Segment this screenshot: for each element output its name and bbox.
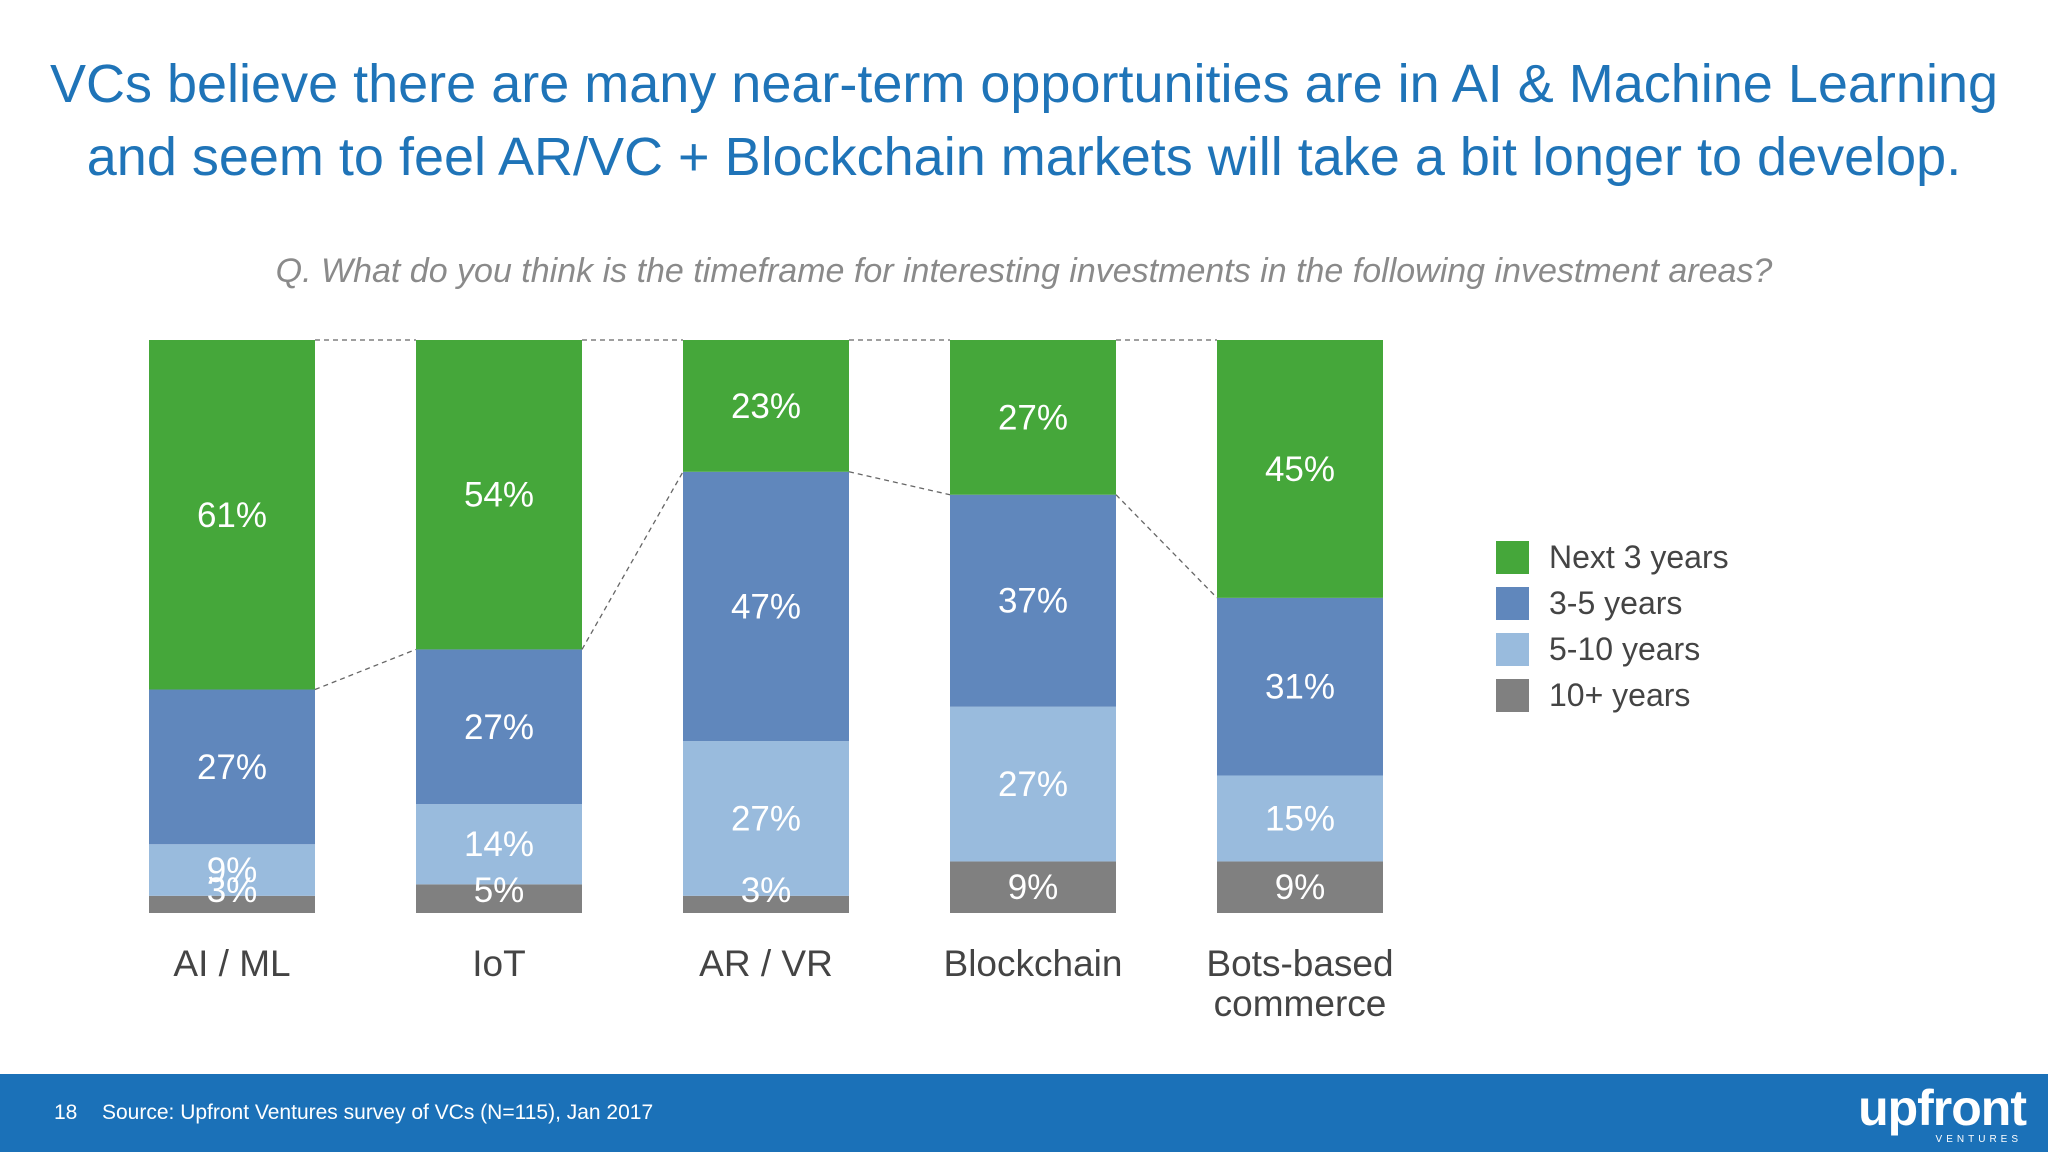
bar-bots-based-commerce-5-10-years [1217,775,1383,862]
legend-swatch-5-10-years [1496,632,1529,666]
legend-label-5-10-years: 5-10 years [1549,630,1701,667]
data-label-iot-10-years: 5% [474,871,525,910]
category-label-ar-vr: AR / VR [699,943,833,984]
bar-blockchain-10-years [950,861,1116,913]
data-label-blockchain-5-10-years: 27% [998,765,1068,804]
title-line-2: and seem to feel AR/VC + Blockchain mark… [86,127,1962,187]
legend-item-3-5-years: 3-5 years [1496,580,1729,626]
connector-boundary-3 [848,471,951,496]
legend-item-next-3-years: Next 3 years [1496,534,1729,580]
logo-subtitle: VENTURES [1935,1134,2022,1145]
bar-iot-3-5-years [416,649,582,805]
bar-ar-vr-10-years [683,895,849,913]
legend-swatch-10-plus-years [1496,678,1529,712]
upfront-logo: upfront VENTURES [1858,1080,2027,1146]
bar-ai-ml-5-10-years [149,844,315,896]
chart-legend: Next 3 years 3-5 years 5-10 years 10+ ye… [1496,534,1729,718]
bar-ai-ml-next-3-years [149,340,315,690]
survey-question: Q. What do you think is the timeframe fo… [275,252,1773,290]
bar-blockchain-5-10-years [950,706,1116,862]
data-label-ai-ml-3-5-years: 27% [197,748,267,787]
stacked-bar-chart: 3%9%27%61%AI / ML5%14%27%54%IoT3%27%47%2… [149,339,1394,1024]
legend-label-3-5-years: 3-5 years [1549,584,1683,621]
connector-boundary-1 [314,648,417,691]
category-label-iot: IoT [472,943,525,984]
data-label-bots-based-commerce-10-years: 9% [1275,868,1326,907]
legend-item-5-10-years: 5-10 years [1496,626,1729,672]
legend-label-10-plus-years: 10+ years [1549,676,1691,713]
legend-swatch-3-5-years [1496,586,1529,620]
bar-ai-ml-10-years [149,895,315,913]
bar-bots-based-commerce-10-years [1217,861,1383,913]
data-label-blockchain-next-3-years: 27% [998,398,1068,437]
source-note: Source: Upfront Ventures survey of VCs (… [102,1101,654,1124]
data-label-bots-based-commerce-5-10-years: 15% [1265,799,1335,838]
category-label-bots-based-commerce-line-2: commerce [1214,983,1387,1024]
footer-bar: 18 Source: Upfront Ventures survey of VC… [0,1074,2048,1152]
data-label-ar-vr-3-5-years: 47% [731,587,801,626]
connector-boundary-4 [1115,494,1218,599]
data-label-iot-3-5-years: 27% [464,708,534,747]
bar-bots-based-commerce-next-3-years [1217,340,1383,598]
legend-item-10-plus-years: 10+ years [1496,672,1729,718]
legend-label-next-3-years: Next 3 years [1549,538,1729,575]
data-label-ai-ml-5-10-years: 9% [207,851,258,890]
logo-wordmark: upfront [1858,1080,2027,1136]
legend-swatch-next-3-years [1496,540,1529,574]
data-label-bots-based-commerce-3-5-years: 31% [1265,668,1335,707]
bar-blockchain-3-5-years [950,494,1116,707]
title-line-1: VCs believe there are many near-term opp… [49,54,1999,114]
category-label-blockchain: Blockchain [944,943,1123,984]
data-label-ai-ml-10-years: 3% [207,871,258,910]
bar-ai-ml-3-5-years [149,689,315,845]
category-label-bots-based-commerce: Bots-based [1206,943,1393,984]
data-label-ar-vr-5-10-years: 27% [731,799,801,838]
data-label-ar-vr-next-3-years: 23% [731,387,801,426]
bar-bots-based-commerce-3-5-years [1217,597,1383,776]
category-label-ai-ml: AI / ML [173,943,290,984]
data-label-ar-vr-10-years: 3% [741,871,792,910]
bar-ar-vr-3-5-years [683,471,849,742]
data-label-bots-based-commerce-next-3-years: 45% [1265,450,1335,489]
data-label-ai-ml-next-3-years: 61% [197,496,267,535]
page-number: 18 [54,1101,78,1124]
data-label-iot-next-3-years: 54% [464,476,534,515]
slide-title: VCs believe there are many near-term opp… [0,48,2048,194]
data-label-blockchain-10-years: 9% [1008,868,1059,907]
data-label-blockchain-3-5-years: 37% [998,582,1068,621]
bar-blockchain-next-3-years [950,340,1116,495]
bar-iot-next-3-years [416,340,582,650]
connector-boundary-2 [581,471,684,650]
data-label-iot-5-10-years: 14% [464,825,534,864]
bar-ar-vr-next-3-years [683,340,849,472]
bar-iot-5-10-years [416,804,582,885]
bar-iot-10-years [416,884,582,913]
bar-ar-vr-5-10-years [683,741,849,896]
